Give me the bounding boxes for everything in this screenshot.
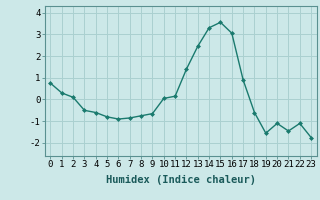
X-axis label: Humidex (Indice chaleur): Humidex (Indice chaleur)	[106, 175, 256, 185]
